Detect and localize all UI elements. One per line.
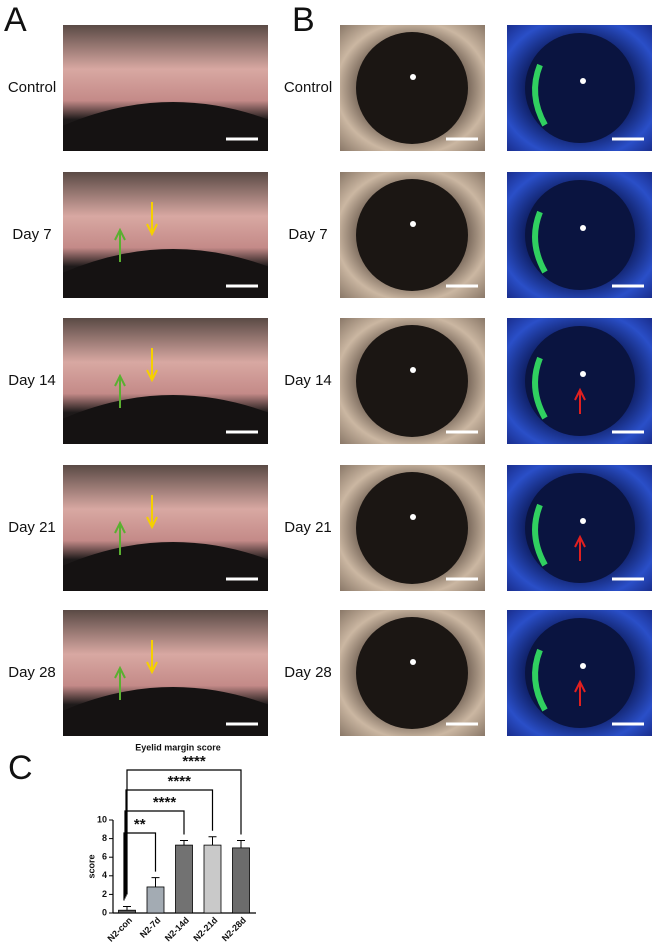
stain — [532, 503, 548, 567]
reflection — [580, 371, 586, 377]
reflection — [410, 74, 416, 80]
panel-label: B — [292, 1, 315, 39]
cornea — [356, 179, 468, 291]
significance-label: **** — [182, 753, 206, 770]
reflection — [410, 659, 416, 665]
significance-label: ** — [134, 816, 146, 833]
y-tick-label: 10 — [97, 814, 107, 824]
row-label: Day 14 — [284, 372, 332, 389]
error-bar — [237, 839, 245, 848]
cornea — [525, 180, 635, 290]
reflection — [580, 663, 586, 669]
y-tick-label: 0 — [102, 907, 107, 917]
y-axis-label: score — [86, 854, 96, 878]
cornea — [525, 33, 635, 143]
error-bar — [151, 877, 160, 887]
bracket — [125, 789, 214, 897]
arrow — [146, 495, 158, 530]
arrow — [146, 202, 158, 237]
eyelid — [63, 102, 268, 151]
bar — [118, 909, 136, 914]
reflection — [410, 221, 416, 227]
row-label: Day 28 — [284, 664, 332, 681]
x-tick-label: N2-7d — [138, 915, 163, 940]
eyelid — [63, 542, 268, 591]
row-label: Day 14 — [8, 372, 56, 389]
row-label: Control — [8, 79, 56, 96]
eyelid — [63, 249, 268, 298]
error-bar — [208, 836, 217, 846]
row-label: Day 7 — [12, 226, 51, 243]
arrow — [146, 640, 158, 675]
bar — [146, 886, 165, 914]
significance-label: **** — [168, 773, 192, 790]
x-tick-label: N2-con — [105, 915, 134, 944]
cornea — [356, 325, 468, 437]
bracket — [126, 769, 242, 895]
panel-label: C — [8, 749, 33, 787]
reflection — [410, 367, 416, 373]
x-tick-label: N2-28d — [220, 915, 248, 943]
panel-label: A — [4, 1, 27, 39]
bar — [232, 847, 250, 914]
x-tick-label: N2-21d — [191, 915, 219, 943]
arrow — [146, 348, 158, 383]
eyelid — [63, 395, 268, 444]
stain — [532, 356, 548, 420]
arrow — [574, 679, 586, 706]
cornea — [525, 473, 635, 583]
bar — [175, 844, 193, 914]
cornea — [356, 617, 468, 729]
arrow — [574, 387, 586, 414]
error-bar — [180, 839, 188, 846]
reflection — [580, 518, 586, 524]
stain — [532, 648, 548, 712]
y-tick-label: 8 — [102, 833, 107, 843]
reflection — [410, 514, 416, 520]
cornea — [525, 618, 635, 728]
eyelid — [63, 687, 268, 736]
stain — [532, 210, 548, 274]
y-tick-label: 4 — [102, 870, 107, 880]
reflection — [580, 225, 586, 231]
bracket — [123, 832, 157, 901]
significance-label: **** — [153, 794, 177, 811]
cornea — [356, 32, 468, 144]
bar — [203, 844, 222, 914]
row-label: Day 7 — [288, 226, 327, 243]
reflection — [580, 78, 586, 84]
row-label: Control — [284, 79, 332, 96]
row-label: Day 21 — [284, 519, 332, 536]
arrow — [114, 227, 126, 262]
row-label: Day 21 — [8, 519, 56, 536]
arrow — [114, 665, 126, 700]
row-label: Day 28 — [8, 664, 56, 681]
stain — [532, 63, 548, 127]
arrow — [114, 373, 126, 408]
error-bar — [123, 905, 131, 911]
y-tick-label: 6 — [102, 852, 107, 862]
cornea — [525, 326, 635, 436]
arrow — [574, 534, 586, 561]
bracket — [124, 810, 185, 899]
cornea — [356, 472, 468, 584]
arrow — [114, 520, 126, 555]
chart-title: Eyelid margin score — [135, 742, 221, 752]
y-tick-label: 2 — [102, 889, 107, 899]
x-tick-label: N2-14d — [163, 915, 191, 943]
